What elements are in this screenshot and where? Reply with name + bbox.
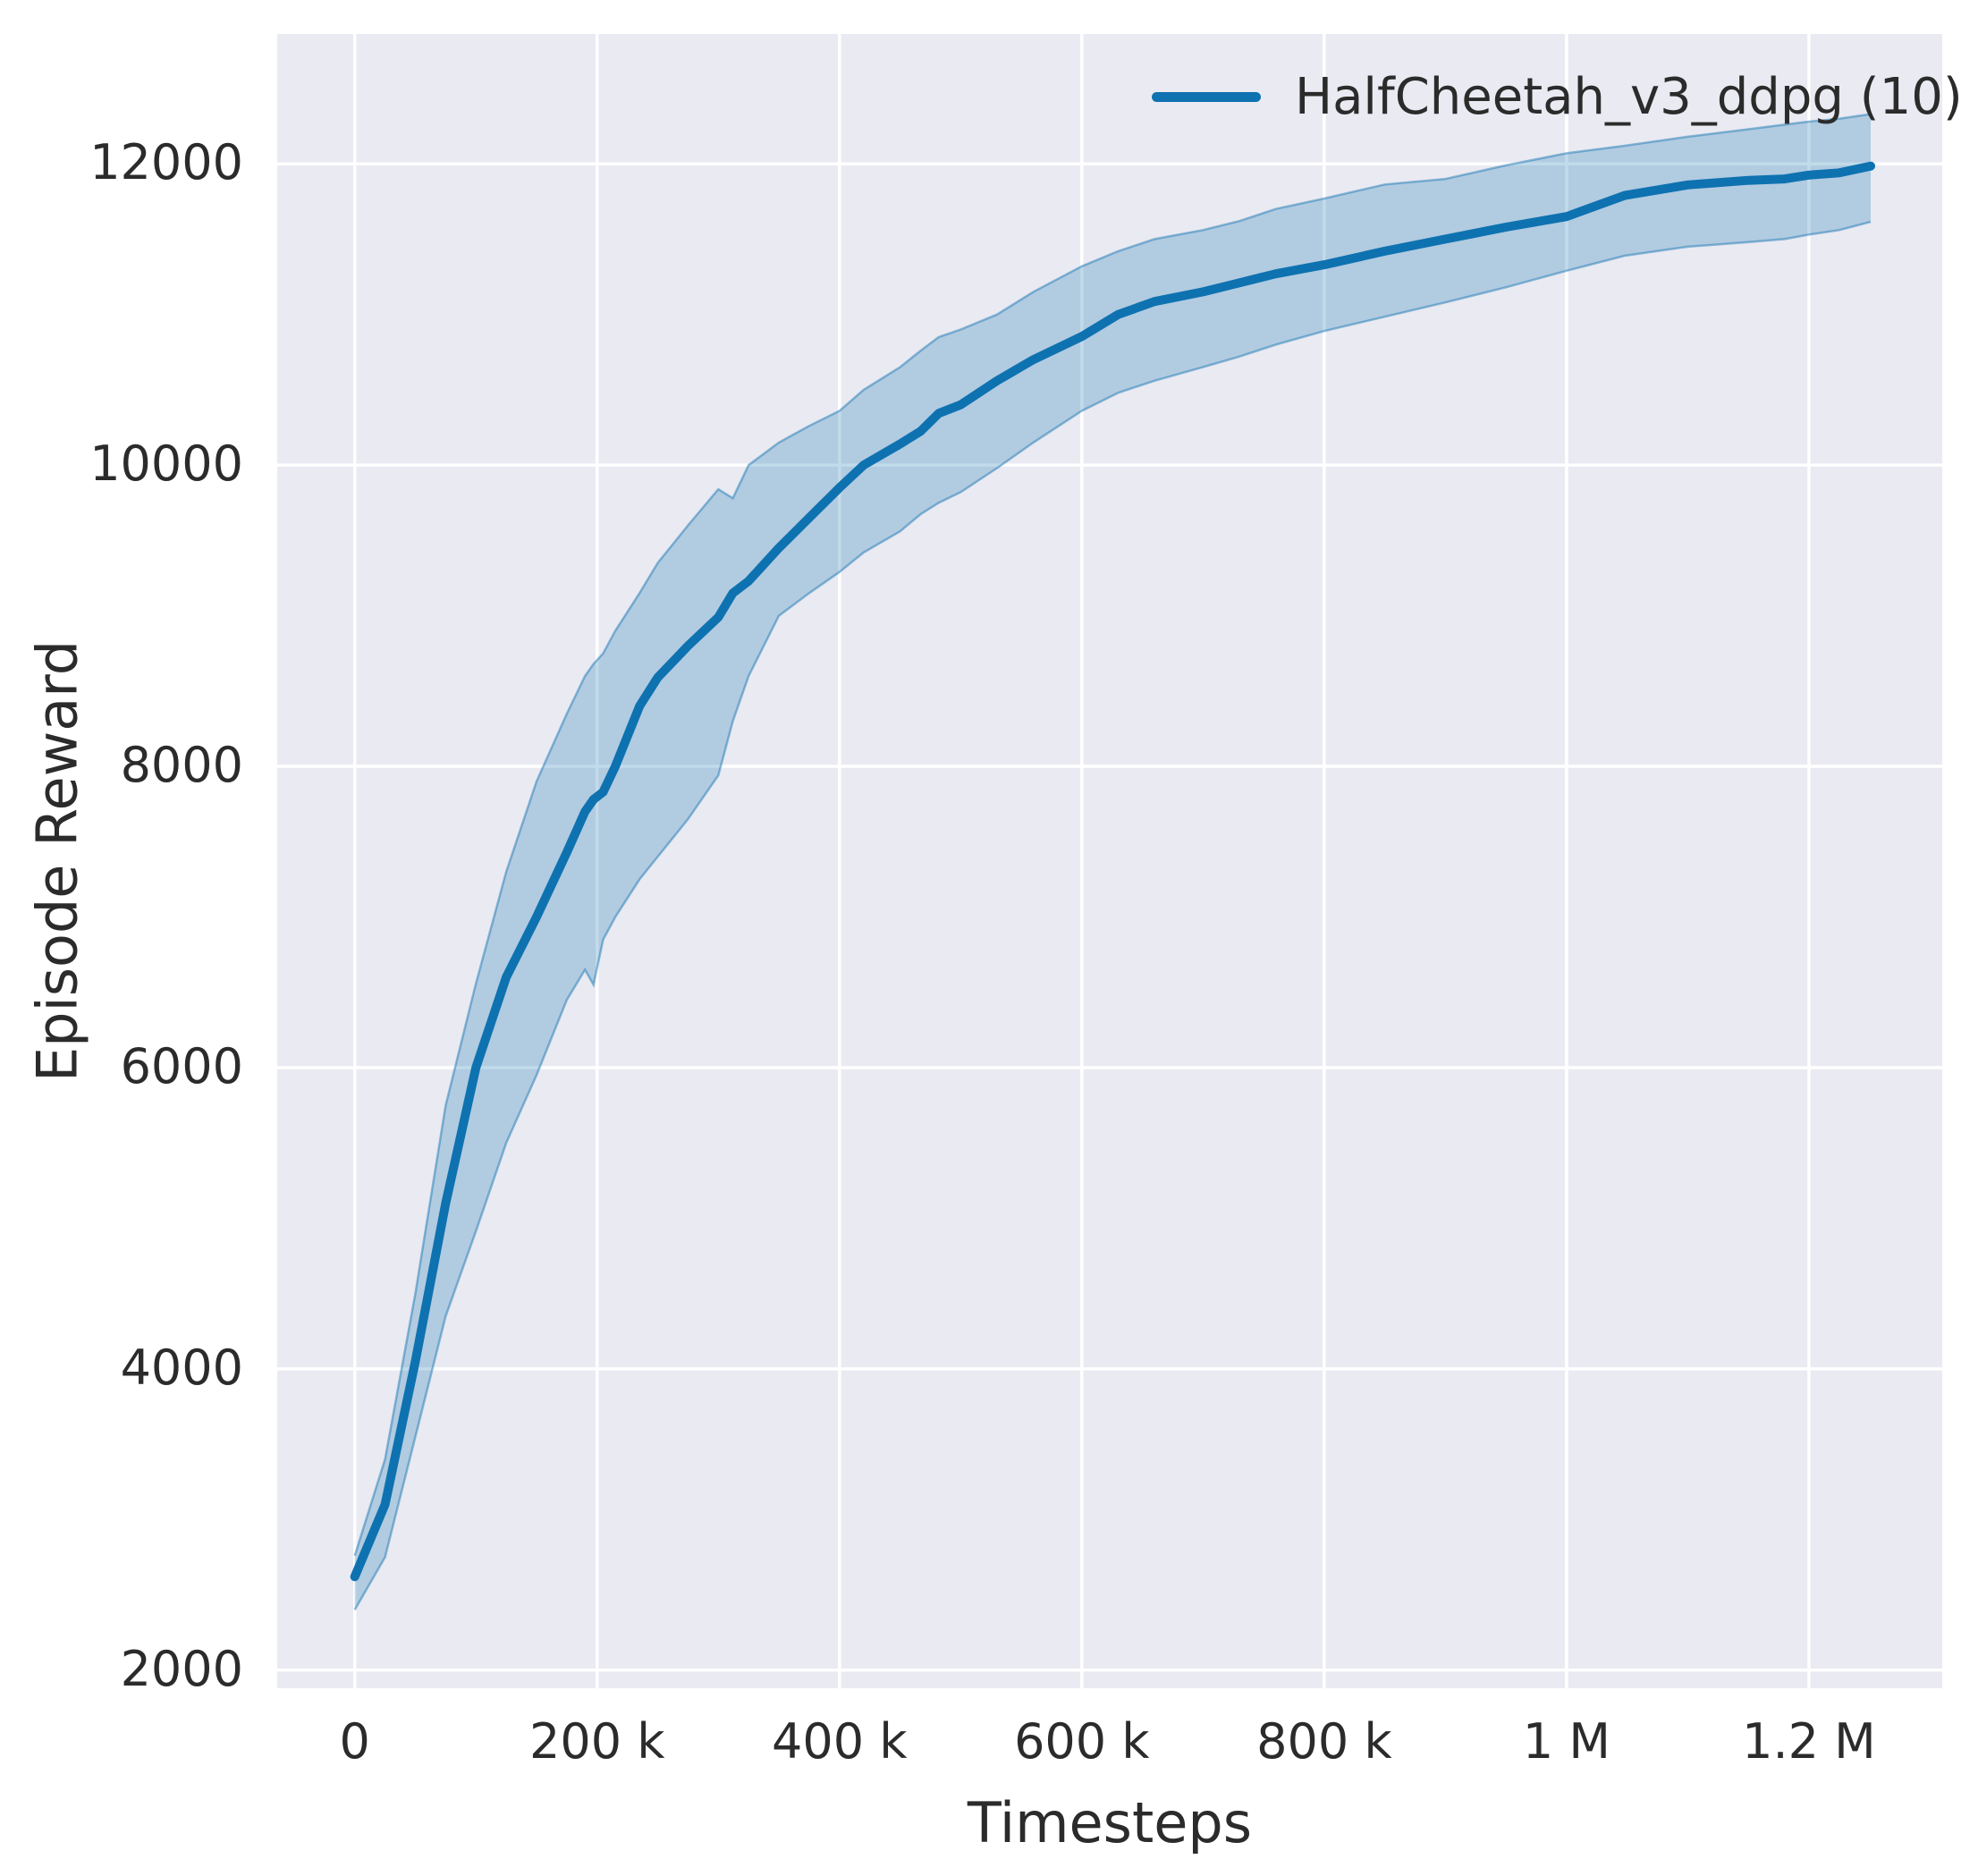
legend: HalfCheetah_v3_ddpg (10): [1152, 64, 1963, 129]
mean-reward-line: [350, 161, 1875, 1582]
y-tick-label: 2000: [120, 1641, 243, 1698]
x-tick-label: 600 k: [1014, 1713, 1150, 1770]
y-axis-title: Episode Reward: [24, 639, 90, 1083]
plot-area: [277, 34, 1942, 1688]
band-lower-edge: [353, 220, 1872, 1611]
gridlines: [277, 34, 1942, 1688]
x-tick-label: 1.2 M: [1742, 1713, 1876, 1770]
x-tick-label: 1 M: [1522, 1713, 1610, 1770]
band-upper-edge: [353, 113, 1872, 1557]
y-tick-label: 8000: [120, 737, 243, 794]
y-tick-label: 6000: [120, 1038, 243, 1095]
y-tick-label: 4000: [120, 1339, 243, 1397]
y-tick-label: 12000: [89, 134, 243, 191]
mean-line: [350, 161, 1875, 1582]
x-axis-title: Timesteps: [967, 1790, 1253, 1855]
x-tick-label: 0: [339, 1713, 370, 1770]
x-tick-label: 400 k: [772, 1713, 908, 1770]
legend-label: HalfCheetah_v3_ddpg (10): [1295, 67, 1963, 126]
confidence-band: [353, 113, 1872, 1611]
legend-line-swatch-icon: [1152, 91, 1261, 102]
y-tick-label: 10000: [89, 435, 243, 493]
x-tick-label: 800 k: [1256, 1713, 1392, 1770]
x-tick-label: 200 k: [528, 1713, 665, 1770]
